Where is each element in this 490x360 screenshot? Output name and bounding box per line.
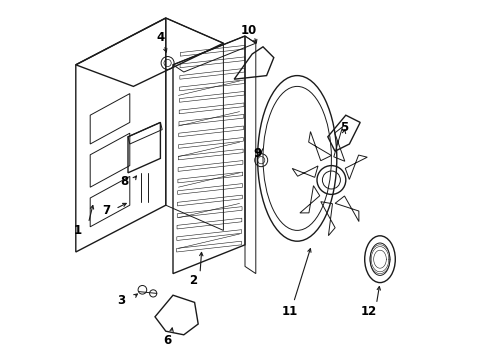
Text: 3: 3 bbox=[117, 294, 125, 307]
Text: 8: 8 bbox=[120, 175, 128, 188]
Text: 4: 4 bbox=[156, 31, 165, 44]
Text: 7: 7 bbox=[102, 204, 110, 217]
Text: 9: 9 bbox=[253, 147, 262, 159]
Text: 10: 10 bbox=[241, 24, 257, 37]
Text: 6: 6 bbox=[164, 334, 171, 347]
Text: 1: 1 bbox=[74, 224, 82, 237]
Text: 2: 2 bbox=[189, 274, 197, 287]
Text: 12: 12 bbox=[361, 305, 377, 318]
Text: 11: 11 bbox=[282, 305, 298, 318]
Text: 5: 5 bbox=[340, 121, 348, 134]
